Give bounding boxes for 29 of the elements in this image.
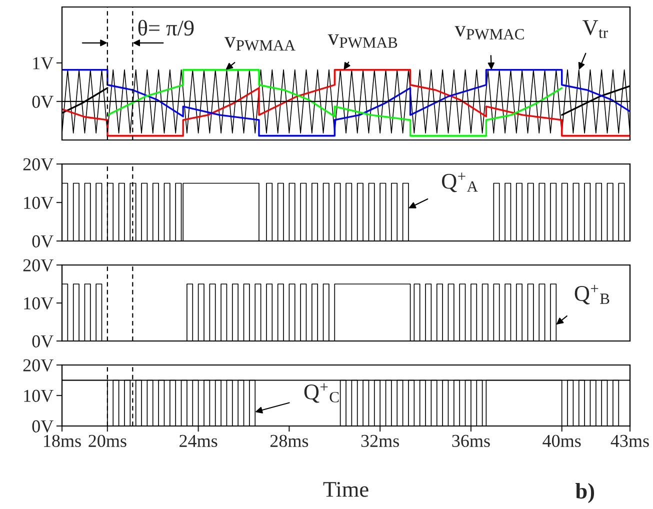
x-tick-label: 43ms xyxy=(610,434,649,448)
text: b) xyxy=(576,483,594,504)
y-tick-label: 0V xyxy=(32,235,54,248)
x-tick-label: 28ms xyxy=(270,434,308,448)
y-tick-label: 0V xyxy=(32,96,54,108)
y-tick-label: 1V xyxy=(33,57,54,70)
y-tick-label: 20V xyxy=(23,158,54,171)
x-tick-label: 32ms xyxy=(361,434,399,448)
x-tick-label: 24ms xyxy=(180,434,218,448)
annotation: V$_{tr}$ xyxy=(582,20,608,38)
annotation: θ= π/9 xyxy=(138,20,194,36)
y-tick-label: 20V xyxy=(23,259,54,272)
y-tick-label: 20V xyxy=(23,359,54,372)
y-tick-label: 10V xyxy=(24,196,54,210)
x-tick-label: 18ms xyxy=(44,434,81,448)
x-tick-label: 40ms xyxy=(542,434,581,448)
x-tick-label: 36ms xyxy=(452,434,490,448)
annotation: Q$^{+}$$_{C}$ xyxy=(304,383,339,403)
annotation: v$_{PWMAC}$ xyxy=(454,26,524,40)
y-tick-label: 10V xyxy=(24,390,54,402)
annotation: v$_{PWMAB}$ xyxy=(328,34,398,48)
annotation: Q$^{+}$$_{B}$ xyxy=(574,284,610,304)
y-tick-label: 0V xyxy=(32,335,54,348)
y-tick-label: 0V xyxy=(32,420,54,433)
annotation: v$_{PWMAA}$ xyxy=(224,37,296,51)
annotation: Q$^{+}$$_{A}$ xyxy=(442,172,478,192)
x-axis-title: Time xyxy=(323,482,368,497)
y-tick-label: 10V xyxy=(24,297,54,310)
x-tick-label: 20ms xyxy=(88,434,126,448)
